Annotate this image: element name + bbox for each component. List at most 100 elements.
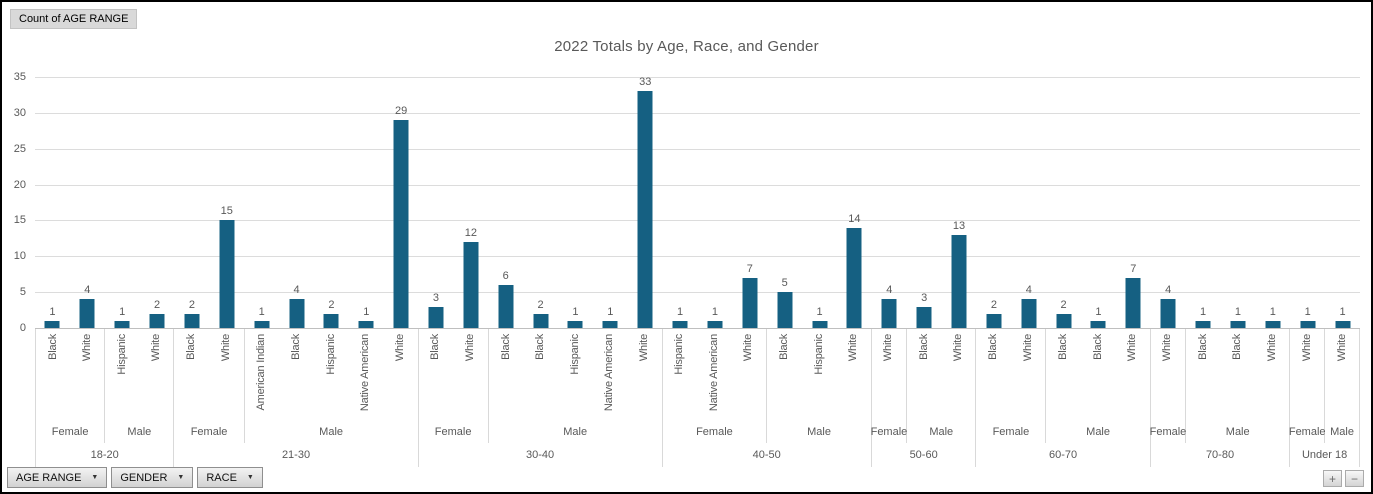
gender-tick-label: Male <box>1330 426 1354 438</box>
bar-value-label: 2 <box>328 298 335 311</box>
bar-slot: 4 <box>279 77 314 328</box>
gender-label-group: Black White Female <box>36 329 106 443</box>
bar-slot: 1 <box>698 77 733 328</box>
bars-row: 1 1 7 5 1 14 <box>662 77 872 329</box>
bar <box>289 299 305 328</box>
race-tick-cell: White <box>1151 329 1185 421</box>
category-labels: Black White Female Black Black White Male <box>976 329 1149 443</box>
gender-label-group: Black White Female <box>976 329 1047 443</box>
gridlines <box>35 77 1360 328</box>
dropdown-arrow-icon: ▼ <box>246 474 254 481</box>
bar <box>393 120 409 328</box>
bar-slot: 1 <box>244 77 279 328</box>
chart-sections: 1 4 1 2 Black White Female Hispanic White Male 18-… <box>35 76 1360 467</box>
bar-slot: 1 <box>105 77 140 328</box>
bars-row: 4 1 1 1 <box>1150 77 1291 329</box>
gender-tick-label: Male <box>127 426 152 438</box>
gender-tick-label: Male <box>929 426 954 438</box>
pivot-value-field-button[interactable]: Count of AGE RANGE <box>10 9 138 29</box>
age-range-section: 3 12 6 2 1 1 33 Black White Female Black Black Hispa… <box>418 76 663 467</box>
gender-tick-label: Female <box>992 426 1030 438</box>
bar-slot: 13 <box>942 77 977 328</box>
gender-bar-group: 1 1 7 <box>663 77 768 328</box>
bar <box>777 292 793 328</box>
bar-value-label: 4 <box>886 284 893 297</box>
age-range-section: 1 1 White Female White Male Under 18 <box>1288 77 1360 467</box>
race-tick-cell: Hispanic <box>105 329 139 421</box>
bar-slot: 1 <box>1221 77 1256 328</box>
race-tick-label: Hispanic <box>812 334 825 375</box>
bar-value-label: 29 <box>395 105 408 118</box>
bar <box>114 320 130 328</box>
race-tick-label: American Indian <box>255 334 268 411</box>
bar-slot: 1 <box>1081 77 1116 328</box>
bar-slot: 6 <box>488 77 523 328</box>
section-label-block: Black White Female Black Black White Male 60-70 <box>976 329 1151 467</box>
bar <box>149 313 165 328</box>
age-range-section: 2 15 1 4 2 1 29 Black White Female American Indian… <box>174 77 419 467</box>
age-range-tick-label: 50-60 <box>909 449 938 461</box>
bar <box>1195 320 1211 328</box>
bar <box>916 306 932 328</box>
bar <box>428 306 444 328</box>
section-label-block: Hispanic Native American White Female Black H… <box>663 329 872 467</box>
bar-slot: 2 <box>523 77 558 328</box>
race-tick-label: Black <box>1057 334 1070 360</box>
race-tick-cell: White <box>941 329 975 421</box>
field-button-age-range[interactable]: AGE RANGE ▼ <box>7 467 108 488</box>
race-tick-label: White <box>1126 334 1139 362</box>
age-range-tick-label: 70-80 <box>1205 449 1235 461</box>
y-axis-tick-label: 30 <box>13 106 26 119</box>
dropdown-arrow-icon: ▼ <box>177 474 185 481</box>
bar-slot: 14 <box>837 77 872 328</box>
race-tick-label: White <box>219 334 232 362</box>
pivot-field-buttons: AGE RANGE ▼ GENDER ▼ RACE ▼ <box>7 467 263 488</box>
race-tick-label: White <box>742 334 755 362</box>
race-tick-label: White <box>1335 334 1348 362</box>
gender-tick-label: Female <box>434 426 472 438</box>
bar-slot: 1 <box>802 77 837 328</box>
gender-bar-group: 5 1 14 <box>767 77 872 328</box>
gender-tick-label: Female <box>1288 426 1326 438</box>
section-label-block: Black White Female Black Black Hispanic Native… <box>419 329 663 467</box>
gender-bar-group: 6 2 1 1 33 <box>488 76 662 328</box>
bar-value-label: 4 <box>1025 284 1032 297</box>
bar <box>637 91 653 328</box>
race-tick-cell: Black <box>523 329 558 421</box>
gender-bar-group: 4 <box>872 77 907 328</box>
age-range-tick-label: 30-40 <box>526 449 555 461</box>
bar-value-label: 3 <box>432 291 440 304</box>
race-tick-label: Hispanic <box>115 334 128 375</box>
race-tick-cell: White <box>209 329 244 421</box>
race-tick-label: White <box>149 334 162 362</box>
race-tick-label: Black <box>778 334 790 360</box>
race-tick-cell: White <box>453 329 488 421</box>
bar-value-label: 1 <box>363 305 370 318</box>
bar-value-label: 4 <box>84 284 91 297</box>
race-tick-cell: Black <box>976 329 1010 421</box>
chart-title: 2022 Totals by Age, Race, and Gender <box>554 38 819 55</box>
race-tick-label: Black <box>46 334 59 360</box>
bar-slot: 1 <box>1186 77 1221 328</box>
bar <box>1056 313 1072 328</box>
field-button-gender[interactable]: GENDER ▼ <box>111 467 194 488</box>
y-axis-tick-label: 35 <box>13 71 26 83</box>
race-tick-label: Black <box>290 334 302 360</box>
field-button-race[interactable]: RACE ▼ <box>197 467 263 488</box>
bar-value-label: 1 <box>1200 305 1207 318</box>
collapse-field-button[interactable]: − <box>1345 470 1364 487</box>
bar-value-label: 2 <box>537 298 544 311</box>
gender-label-group: White Female <box>871 329 907 443</box>
race-tick-cell: White <box>627 329 662 421</box>
bar <box>463 241 479 328</box>
race-label-row: White <box>1151 329 1185 421</box>
expand-field-button[interactable]: + <box>1323 470 1342 487</box>
race-label-row: White <box>872 329 906 421</box>
race-tick-label: White <box>1265 334 1278 362</box>
bar <box>184 313 200 328</box>
gender-bar-group: 3 13 <box>907 77 977 328</box>
race-label-row: White <box>1290 329 1324 421</box>
race-label-row: Black White <box>36 329 104 421</box>
